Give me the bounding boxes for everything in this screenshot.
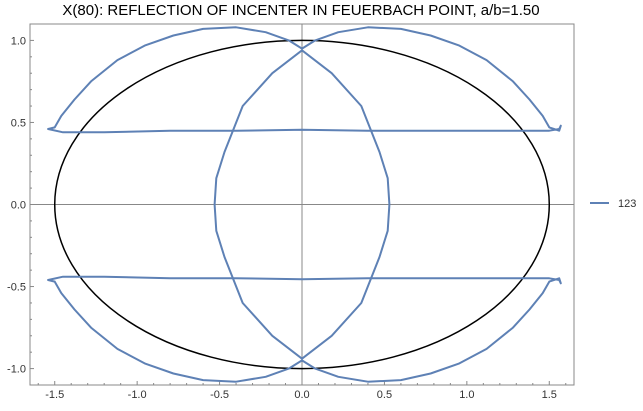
reference-ellipse: [53, 39, 551, 370]
y-tick-label: 0.5: [11, 117, 26, 129]
y-tick-label: 1.0: [11, 35, 26, 47]
tick-marks: -1.5 -1.0 -0.5 0.0 0.5 1.0 1.5 -1.0 -0.5 0.0 0.5 1.…: [7, 35, 567, 401]
x-tick-label: -0.5: [210, 389, 229, 401]
chart-title: X(80): REFLECTION OF INCENTER IN FEUERBA…: [62, 2, 539, 19]
x-tick-label: 1.0: [459, 389, 474, 401]
x-tick-label: 0.0: [294, 389, 309, 401]
x-tick-label: 1.5: [542, 389, 557, 401]
legend-label: 123: [618, 198, 636, 210]
x-tick-label: 0.5: [377, 389, 392, 401]
y-tick-label: -1.0: [7, 364, 26, 376]
axes: [30, 24, 574, 385]
series-layer: [47, 26, 562, 383]
series-curve: [213, 49, 391, 360]
y-tick-label: -0.5: [7, 282, 26, 294]
x-tick-label: -1.0: [128, 389, 147, 401]
series-curve: [47, 275, 562, 383]
x-tick-label: -1.5: [45, 389, 64, 401]
series-curve: [47, 26, 562, 134]
y-tick-label: 0.0: [11, 200, 26, 212]
reference-ellipse-layer: [53, 39, 551, 370]
legend: 123: [590, 198, 636, 210]
